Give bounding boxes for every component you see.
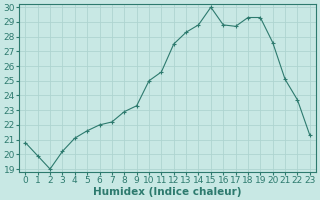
- X-axis label: Humidex (Indice chaleur): Humidex (Indice chaleur): [93, 187, 242, 197]
